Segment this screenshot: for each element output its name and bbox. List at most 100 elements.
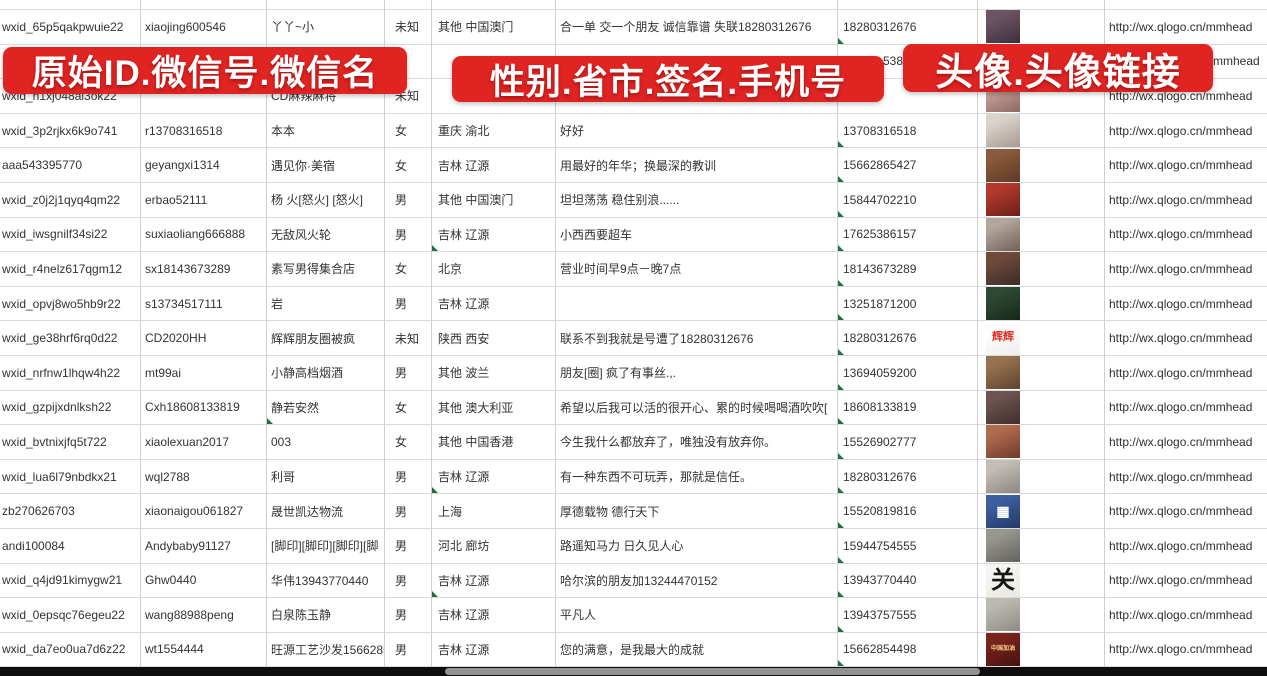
phone-cell[interactable]: 15844702210 [838, 182, 978, 218]
region-cell[interactable]: 其他 澳大利亚 [432, 390, 556, 426]
wechat-name-cell[interactable]: 小静高档烟酒 [267, 355, 385, 391]
gender-cell[interactable]: 男 [385, 182, 432, 218]
avatar-link-cell[interactable]: http://wx.qlogo.cn/mmhead [1105, 287, 1267, 322]
avatar-link-cell[interactable]: http://wx.qlogo.cn/mmhead [1105, 529, 1267, 564]
avatar-cell[interactable] [978, 390, 1105, 426]
region-cell[interactable]: 吉林 辽源 [432, 598, 556, 633]
wxid-cell[interactable]: wxid_gzpijxdnlksh22 [0, 390, 141, 426]
avatar-link-cell[interactable]: http://wx.qlogo.cn/mmhead [1105, 460, 1267, 495]
signature-cell[interactable] [556, 286, 838, 322]
wechat-name-cell[interactable]: 华伟13943770440 [267, 563, 385, 599]
phone-cell[interactable]: 15526902777 [838, 425, 978, 460]
wechat-name-cell[interactable]: 静若安然 [267, 390, 385, 426]
wxid-cell[interactable]: wxid_r4nelz617qgm12 [0, 252, 141, 287]
phone-cell[interactable]: 15662865427 [838, 148, 978, 183]
wxid-cell[interactable]: wxid_iwsgnilf34si22 [0, 217, 141, 253]
avatar-cell[interactable] [978, 113, 1105, 149]
phone-cell[interactable]: 13943770440 [838, 563, 978, 599]
wxid-cell[interactable]: aaa543395770 [0, 148, 141, 183]
wechat-name-cell[interactable]: 旺源工艺沙发15662854 [267, 632, 385, 668]
wechat-name-cell[interactable]: 白泉陈玉静 [267, 598, 385, 633]
gender-cell[interactable]: 男 [385, 632, 432, 668]
avatar-link-cell[interactable]: http://wx.qlogo.cn/mmhead [1105, 598, 1267, 633]
phone-cell[interactable]: 13943757555 [838, 598, 978, 633]
wxid-cell[interactable]: wxid_65p5qakpwuie22 [0, 10, 141, 45]
region-cell[interactable]: 其他 中国香港 [432, 425, 556, 460]
region-cell[interactable]: 吉林 辽源 [432, 459, 556, 495]
region-cell[interactable]: 其他 中国澳门 [432, 182, 556, 218]
phone-cell[interactable]: 18280312676 [838, 10, 978, 45]
wechat-id-cell[interactable]: wql2788 [141, 459, 267, 495]
avatar-cell[interactable] [978, 148, 1105, 183]
signature-cell[interactable]: 路遥知马力 日久见人心 [556, 528, 838, 564]
phone-cell[interactable]: 17625386157 [838, 217, 978, 253]
phone-cell[interactable]: 18280312676 [838, 321, 978, 356]
avatar-cell[interactable] [978, 528, 1105, 564]
signature-cell[interactable]: 联系不到我就是号遭了18280312676 [556, 321, 838, 356]
avatar-cell[interactable] [978, 598, 1105, 633]
wechat-id-cell[interactable]: xiaonaigou061827 [141, 494, 267, 529]
avatar-cell[interactable] [978, 355, 1105, 391]
avatar-cell[interactable] [978, 182, 1105, 218]
signature-cell[interactable]: 朋友[圈] 疯了有事丝.,. [556, 355, 838, 391]
region-cell[interactable]: 其他 中国澳门 [432, 10, 556, 45]
region-cell[interactable]: 上海 [432, 494, 556, 529]
wechat-name-cell[interactable]: 岩 [267, 286, 385, 322]
wechat-name-cell[interactable]: 无敌风火轮 [267, 217, 385, 253]
region-cell[interactable]: 陕西 西安 [432, 321, 556, 356]
wechat-id-cell[interactable]: CD2020HH [141, 321, 267, 356]
avatar-link-cell[interactable]: http://wx.qlogo.cn/mmhead [1105, 148, 1267, 183]
phone-cell[interactable] [838, 79, 978, 114]
wechat-id-cell[interactable]: Ghw0440 [141, 563, 267, 599]
wxid-cell[interactable]: wxid_lua6l79nbdkx21 [0, 459, 141, 495]
gender-cell[interactable]: 男 [385, 598, 432, 633]
gender-cell[interactable]: 男 [385, 459, 432, 495]
gender-cell[interactable] [385, 44, 432, 80]
region-cell[interactable]: 吉林 辽源 [432, 632, 556, 668]
wechat-id-cell[interactable]: mt99ai [141, 355, 267, 391]
wechat-name-cell[interactable]: 遇见你·美宿 [267, 148, 385, 183]
gender-cell[interactable]: 未知 [385, 321, 432, 356]
avatar-cell[interactable] [978, 10, 1105, 45]
wxid-cell[interactable]: wxid_da7eo0ua7d6z22 [0, 632, 141, 668]
avatar-cell[interactable] [978, 286, 1105, 322]
avatar-link-cell[interactable]: http://wx.qlogo.cn/mmhead [1105, 114, 1267, 149]
horizontal-scrollbar-track[interactable] [0, 667, 1267, 676]
region-cell[interactable]: 其他 波兰 [432, 355, 556, 391]
region-cell[interactable]: 北京 [432, 252, 556, 287]
wechat-id-cell[interactable]: sx18143673289 [141, 252, 267, 287]
gender-cell[interactable]: 男 [385, 217, 432, 253]
gender-cell[interactable]: 男 [385, 286, 432, 322]
avatar-link-cell[interactable]: http://wx.qlogo.cn/mmhead [1105, 218, 1267, 253]
signature-cell[interactable]: 厚德载物 德行天下 [556, 494, 838, 529]
wechat-name-cell[interactable]: 辉辉朋友圈被疯 [267, 321, 385, 356]
region-cell[interactable]: 吉林 辽源 [432, 286, 556, 322]
avatar-link-cell[interactable]: http://wx.qlogo.cn/mmhead [1105, 564, 1267, 599]
region-cell[interactable]: 河北 廊坊 [432, 528, 556, 564]
gender-cell[interactable]: 男 [385, 528, 432, 564]
wechat-id-cell[interactable]: xiaojing600546 [141, 10, 267, 45]
region-cell[interactable]: 吉林 辽源 [432, 148, 556, 183]
gender-cell[interactable]: 男 [385, 494, 432, 529]
gender-cell[interactable]: 女 [385, 113, 432, 149]
avatar-cell[interactable] [978, 252, 1105, 287]
wxid-cell[interactable]: wxid_0epsqc76egeu22 [0, 598, 141, 633]
wechat-name-cell[interactable]: 利哥 [267, 459, 385, 495]
wechat-name-cell[interactable]: 晟世凯达物流 [267, 494, 385, 529]
phone-cell[interactable]: 13694059200 [838, 355, 978, 391]
wxid-cell[interactable]: wxid_opvj8wo5hb9r22 [0, 286, 141, 322]
signature-cell[interactable]: 有一种东西不可玩弄，那就是信任。 [556, 459, 838, 495]
wechat-id-cell[interactable]: xiaolexuan2017 [141, 425, 267, 460]
phone-cell[interactable]: 13251871200 [838, 286, 978, 322]
gender-cell[interactable]: 女 [385, 425, 432, 460]
avatar-link-cell[interactable]: http://wx.qlogo.cn/mmhead [1105, 321, 1267, 356]
avatar-link-cell[interactable]: http://wx.qlogo.cn/mmhead [1105, 79, 1267, 114]
wxid-cell[interactable]: wxid_3p2rjkx6k9o741 [0, 113, 141, 149]
wxid-cell[interactable]: wxid_bvtnixjfq5t722 [0, 425, 141, 460]
phone-cell[interactable]: 15662854498 [838, 632, 978, 668]
wxid-cell[interactable]: wxid_z0j2j1qyq4qm22 [0, 182, 141, 218]
gender-cell[interactable]: 女 [385, 252, 432, 287]
wxid-cell[interactable]: wxid_q4jd91kimygw21 [0, 563, 141, 599]
wechat-name-cell[interactable]: [脚印][脚印][脚印][脚 [267, 528, 385, 564]
avatar-link-cell[interactable]: http://wx.qlogo.cn/mmhead [1105, 391, 1267, 426]
